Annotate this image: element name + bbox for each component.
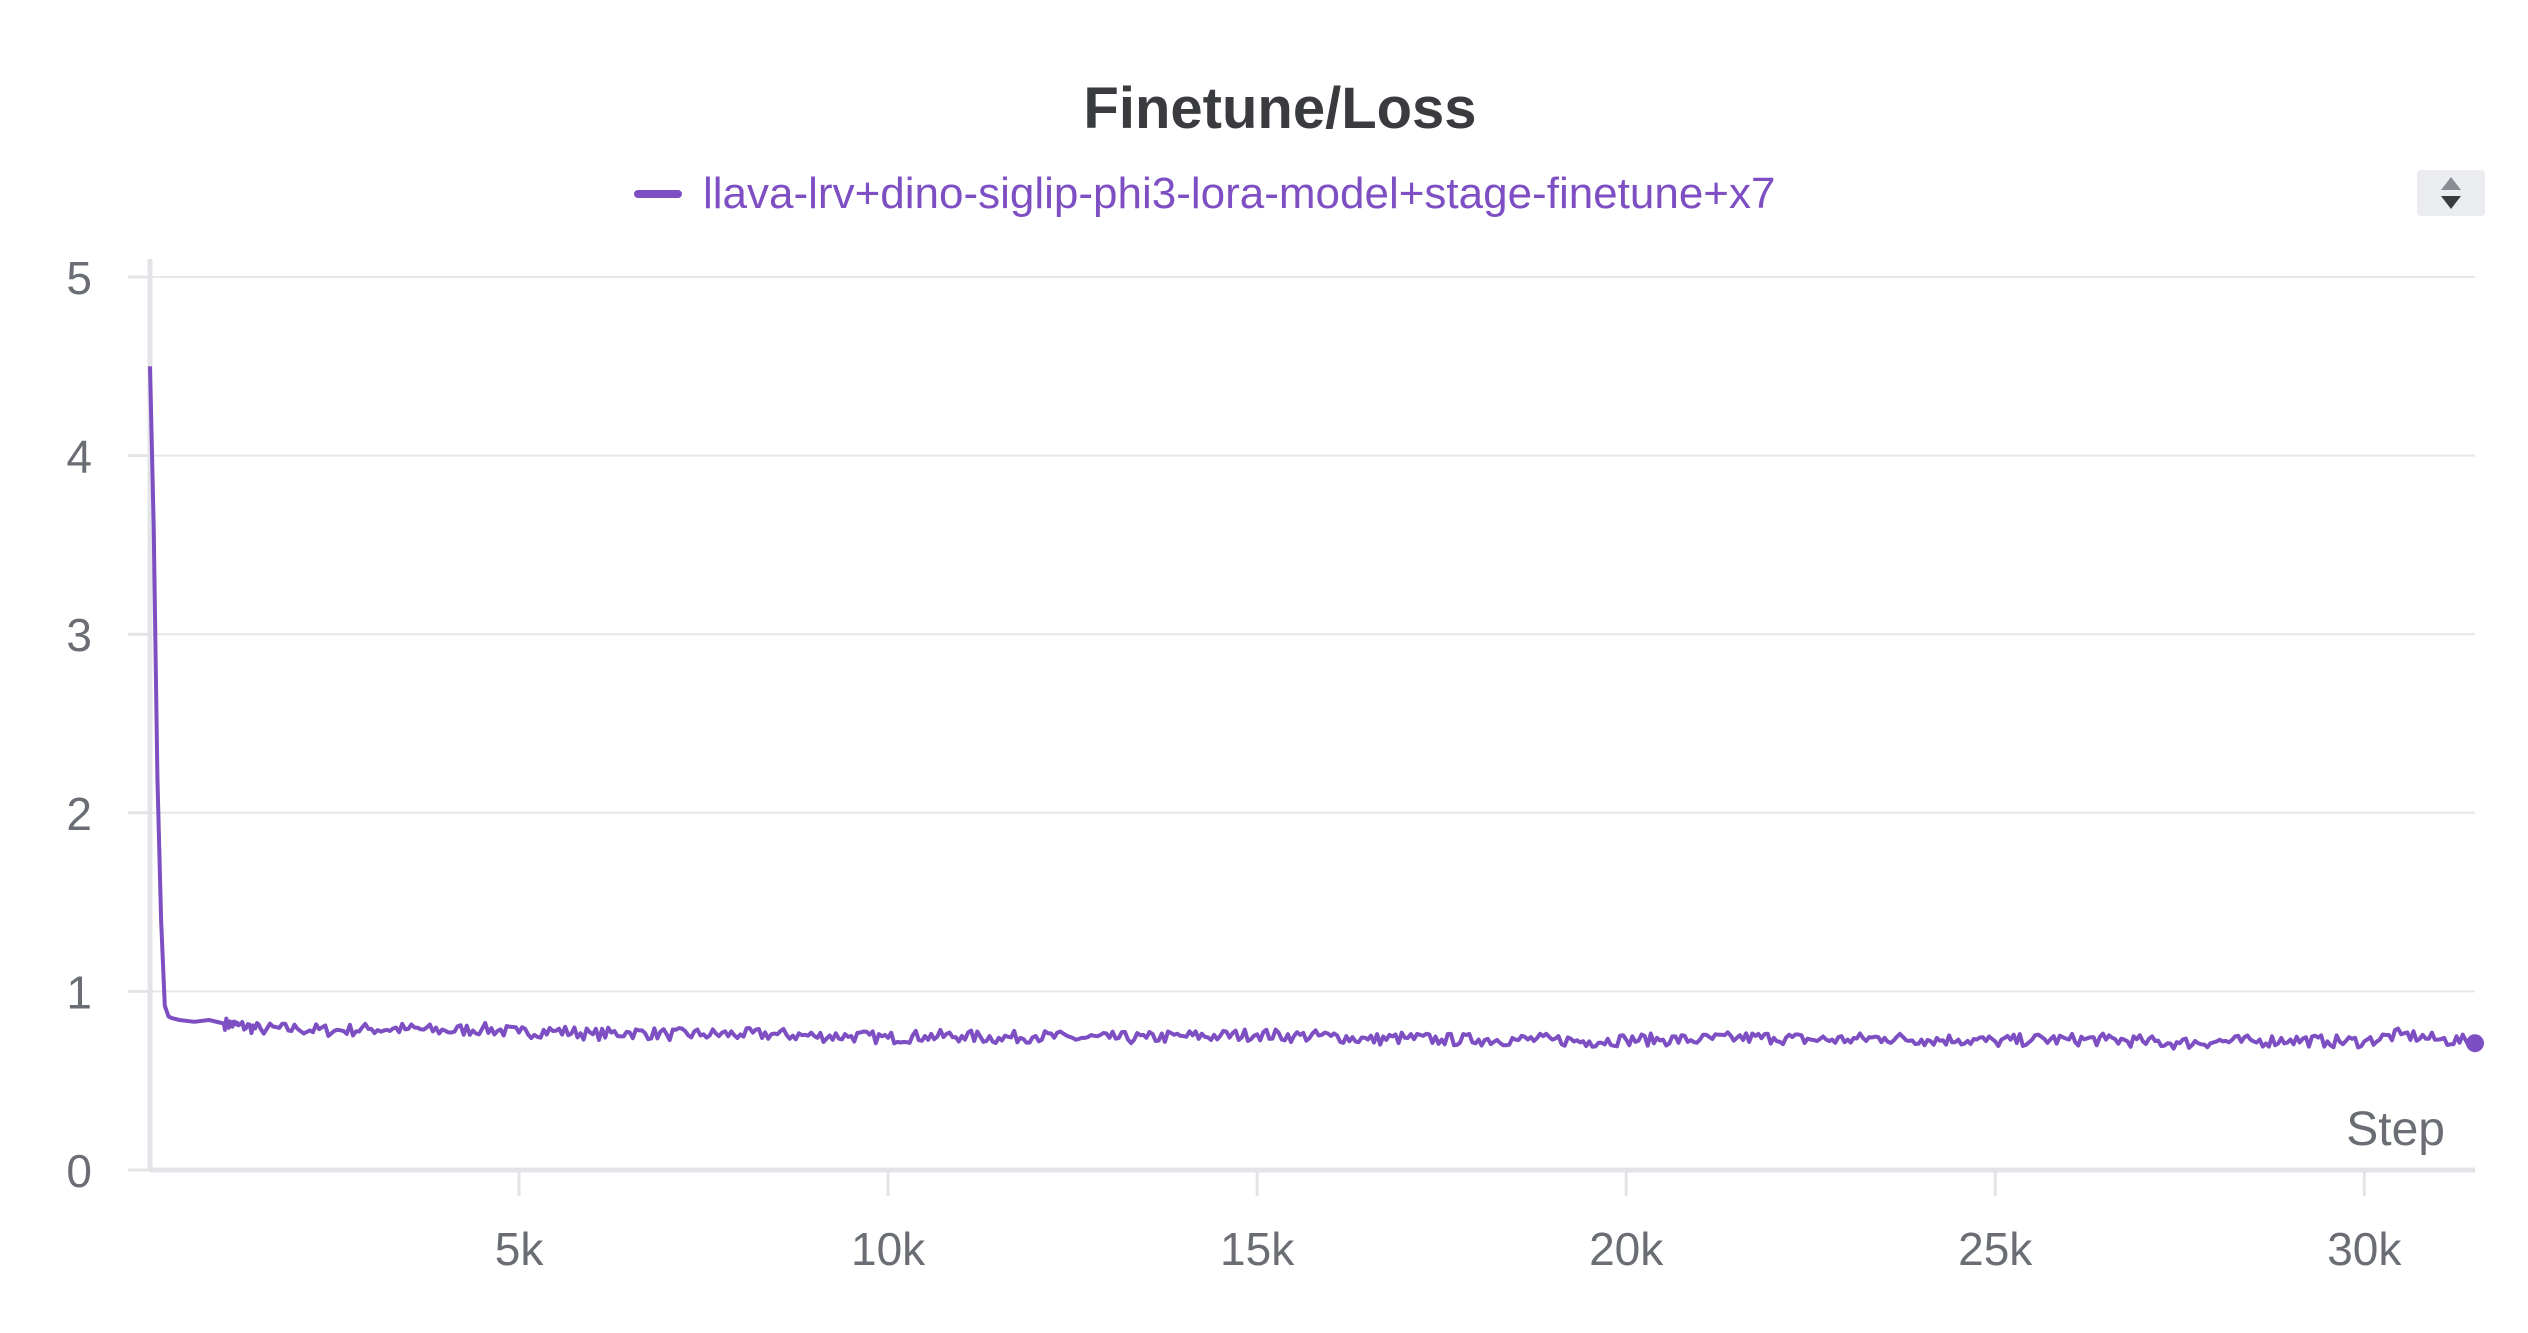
last-point-marker[interactable] [2466, 1034, 2484, 1053]
chart-title: Finetune/Loss [1083, 76, 1476, 141]
x-tick-label: 15k [1220, 1223, 1295, 1275]
x-tick-label: 30k [2327, 1223, 2402, 1275]
x-tick-label: 20k [1589, 1223, 1664, 1275]
grid-lines [150, 276, 2475, 993]
x-tick-label: 10k [851, 1223, 926, 1275]
y-tick-label: 3 [66, 609, 92, 661]
series-lines[interactable] [148, 366, 2484, 1053]
series-line[interactable] [148, 366, 2476, 1051]
y-tick-label: 4 [66, 431, 92, 483]
y-axis-ticks: 0 1 2 3 4 5 [66, 252, 150, 1197]
y-tick-label: 0 [66, 1145, 92, 1197]
x-tick-label: 5k [495, 1223, 545, 1275]
legend-scroll-button[interactable] [2417, 170, 2485, 216]
y-tick-label: 2 [66, 788, 92, 840]
scroll-up-icon[interactable] [2441, 177, 2461, 190]
x-axis-title: Step [2346, 1103, 2445, 1156]
y-tick-label: 5 [66, 252, 92, 304]
legend-label[interactable]: llava-lrv+dino-siglip-phi3-lora-model+st… [703, 169, 1775, 218]
scroll-down-icon[interactable] [2441, 196, 2461, 209]
x-axis-ticks: 5k 10k 15k 20k 25k 30k [495, 1170, 2402, 1275]
y-tick-label: 1 [66, 966, 92, 1018]
legend[interactable]: llava-lrv+dino-siglip-phi3-lora-model+st… [634, 169, 1775, 218]
x-tick-label: 25k [1958, 1223, 2033, 1275]
